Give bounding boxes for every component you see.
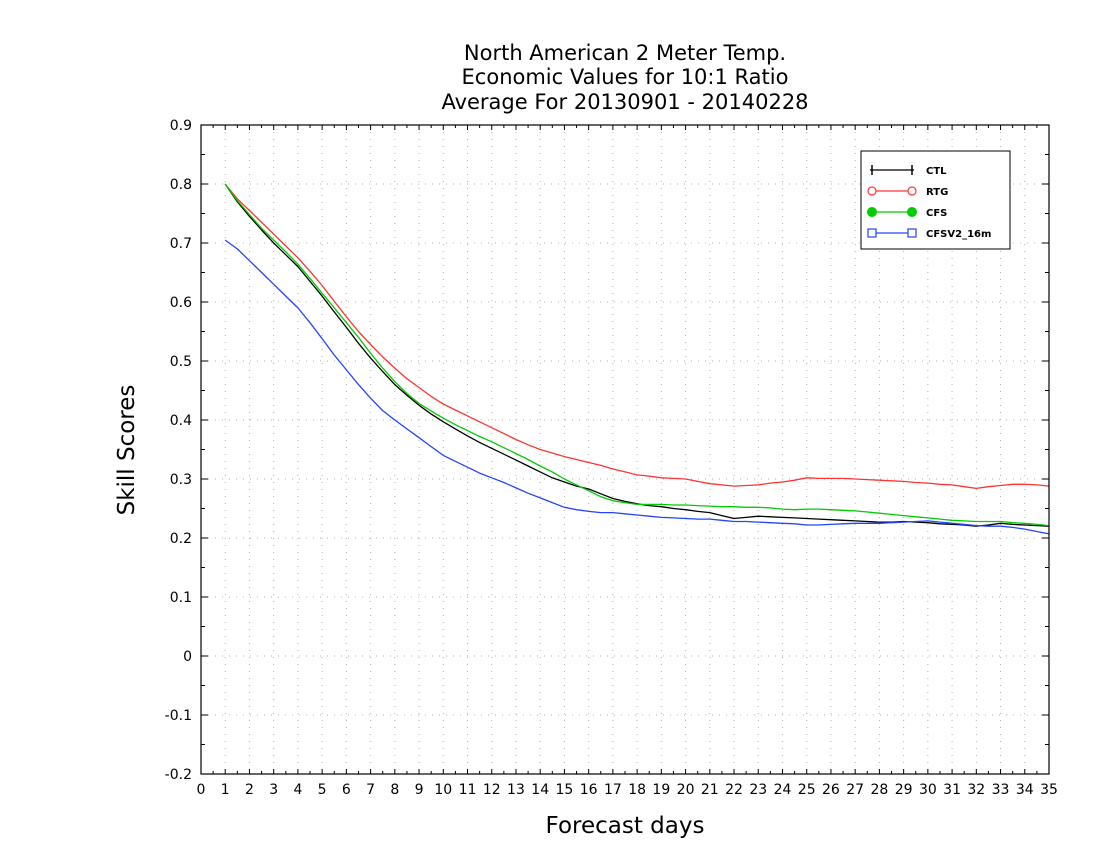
y-tick-label: 0.3: [170, 472, 192, 488]
legend-marker-cfsv2-16m: [867, 228, 877, 238]
chart-title-line-3: Average For 20130901 - 20140228: [441, 90, 808, 114]
y-tick-label: 0.9: [170, 118, 192, 134]
series-lines: [224, 183, 1050, 535]
x-axis-tick-labels: 0 1 2 3 4 5 6 7 8 9 10 11 12 13 14 15 16 17 18 19 20 21 22 23 24…: [197, 782, 1058, 798]
legend-marker-cfs: [907, 207, 917, 217]
x-tick-label: 10: [434, 782, 452, 798]
x-tick-label: 20: [677, 782, 695, 798]
chart-title-line-2: Economic Values for 10:1 Ratio: [462, 65, 789, 89]
y-tick-label: -0.1: [165, 708, 192, 724]
x-tick-label: 27: [846, 782, 864, 798]
x-tick-label: 35: [1040, 782, 1058, 798]
x-axis-title: Forecast days: [546, 813, 705, 839]
x-tick-label: 9: [415, 782, 424, 798]
y-axis-tick-labels: -0.2 -0.1 0 0.1 0.2 0.3 0.4 0.5 0.6 0.7 0.8 0.9: [165, 118, 192, 783]
x-tick-label: 17: [604, 782, 622, 798]
x-tick-label: 7: [366, 782, 375, 798]
series-line-rtg: [224, 183, 1050, 490]
x-tick-label: 12: [483, 782, 501, 798]
x-tick-label: 25: [798, 782, 816, 798]
series-line-cfs: [224, 183, 1050, 527]
y-tick-label: 0.7: [170, 236, 192, 252]
x-tick-label: 33: [992, 782, 1010, 798]
x-tick-label: 3: [269, 782, 278, 798]
legend-label-rtg: RTG: [926, 187, 948, 198]
x-tick-label: 29: [895, 782, 913, 798]
y-tick-label: 0.5: [170, 354, 192, 370]
chart-title-line-1: North American 2 Meter Temp.: [464, 41, 786, 65]
legend-label-ctl: CTL: [926, 166, 947, 177]
x-tick-label: 31: [943, 782, 961, 798]
chart-title: North American 2 Meter Temp. Economic Va…: [441, 41, 808, 114]
x-tick-label: 34: [1016, 782, 1034, 798]
y-tick-label: 0.4: [170, 413, 192, 429]
y-axis-title: Skill Scores: [114, 385, 140, 516]
x-tick-label: 2: [245, 782, 254, 798]
y-tick-label: 0: [183, 649, 192, 665]
x-tick-label: 0: [197, 782, 206, 798]
legend-marker-rtg: [907, 186, 917, 196]
legend-marker-cfs: [867, 207, 877, 217]
x-tick-label: 24: [774, 782, 792, 798]
x-tick-label: 8: [390, 782, 399, 798]
x-tick-label: 16: [580, 782, 598, 798]
plot-area-frame: [200, 124, 1050, 775]
x-tick-label: 14: [531, 782, 549, 798]
y-tick-label: 0.6: [170, 295, 192, 311]
x-tick-label: 30: [919, 782, 937, 798]
x-tick-label: 28: [870, 782, 888, 798]
legend: CTL RTG CFS CFSV2_16m: [860, 150, 1011, 250]
x-tick-label: 26: [822, 782, 840, 798]
x-tick-label: 4: [293, 782, 302, 798]
x-tick-label: 23: [749, 782, 767, 798]
x-tick-label: 22: [725, 782, 743, 798]
legend-label-cfs: CFS: [926, 208, 947, 219]
y-tick-label: -0.2: [165, 767, 192, 783]
series-line-cfsv2-16m: [224, 239, 1050, 535]
x-tick-label: 11: [459, 782, 477, 798]
x-tick-label: 5: [318, 782, 327, 798]
x-tick-label: 32: [967, 782, 985, 798]
x-tick-label: 18: [628, 782, 646, 798]
legend-label-cfsv2-16m: CFSV2_16m: [926, 229, 991, 240]
x-tick-label: 1: [221, 782, 230, 798]
y-tick-label: 0.2: [170, 531, 192, 547]
legend-marker-rtg: [867, 186, 877, 196]
legend-marker-cfsv2-16m: [907, 228, 917, 238]
y-tick-label: 0.8: [170, 177, 192, 193]
x-tick-label: 21: [701, 782, 719, 798]
x-tick-label: 19: [652, 782, 670, 798]
x-tick-label: 15: [556, 782, 574, 798]
x-tick-label: 6: [342, 782, 351, 798]
y-tick-label: 0.1: [170, 590, 192, 606]
x-tick-label: 13: [507, 782, 525, 798]
